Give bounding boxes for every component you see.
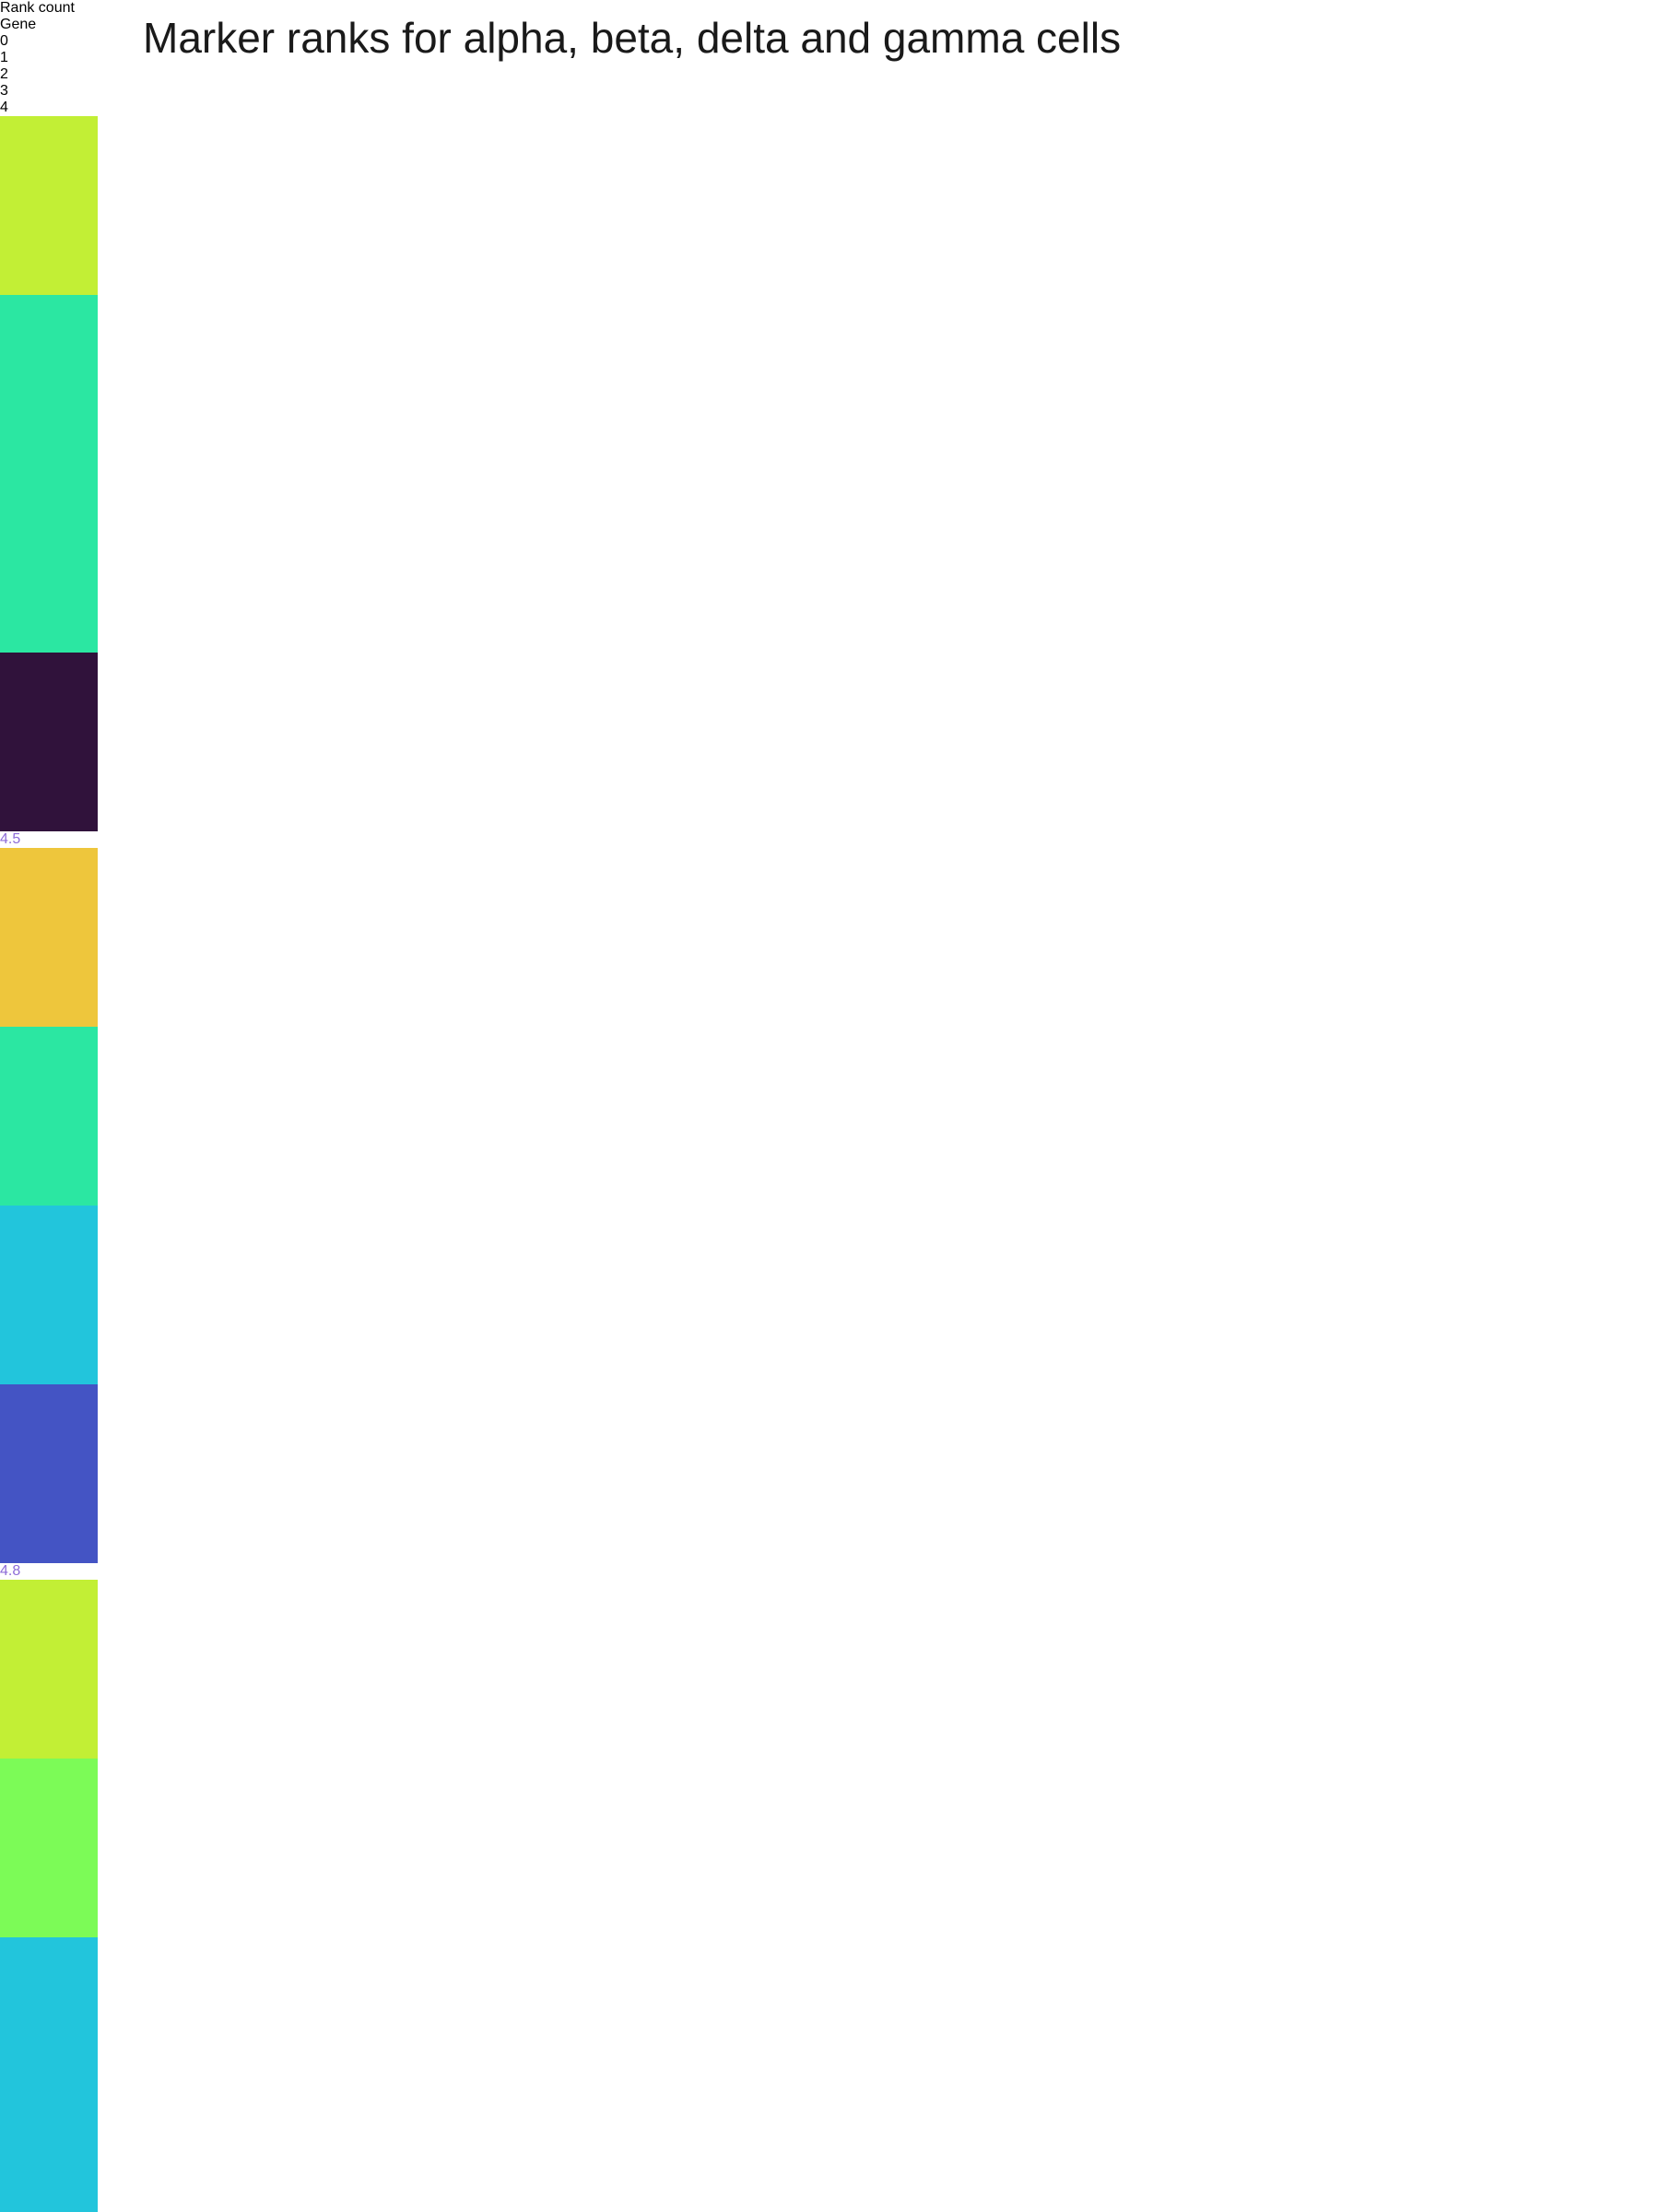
bar-segment-rank-7 <box>0 1580 98 1759</box>
bar-RTN1 <box>0 848 98 1563</box>
bar-segment-rank-5 <box>0 295 98 653</box>
bar-segment-rank-7 <box>0 116 98 295</box>
y-tick-label: 4 <box>0 100 8 115</box>
y-tick-label: 2 <box>0 66 8 82</box>
y-tick-label: 1 <box>0 50 8 65</box>
y-tick-label: 3 <box>0 83 8 99</box>
bar-segment-rank-8 <box>0 848 98 1027</box>
bar-segment-rank-2 <box>0 1384 98 1563</box>
bar-segment-rank-6 <box>0 1759 98 1937</box>
mean-rank-label: 4.5 <box>0 831 21 847</box>
x-axis-title: Gene <box>0 17 37 32</box>
y-axis-title: Rank count <box>0 0 75 16</box>
bar-BEX1 <box>0 116 98 831</box>
bar-segment-rank-1 <box>0 653 98 831</box>
bar-QPCT <box>0 1580 98 2212</box>
mean-rank-label: 4.8 <box>0 1563 21 1579</box>
bar-segment-rank-4 <box>0 1206 98 1384</box>
y-tick-label: 0 <box>0 33 8 49</box>
chart-title: Marker ranks for alpha, beta, delta and … <box>143 14 1122 62</box>
plot-panel: 4.54.85.25.55.866.56.87.588.88.8 <box>0 116 1659 2212</box>
bar-segment-rank-4 <box>0 1937 98 2212</box>
bar-segment-rank-5 <box>0 1027 98 1206</box>
